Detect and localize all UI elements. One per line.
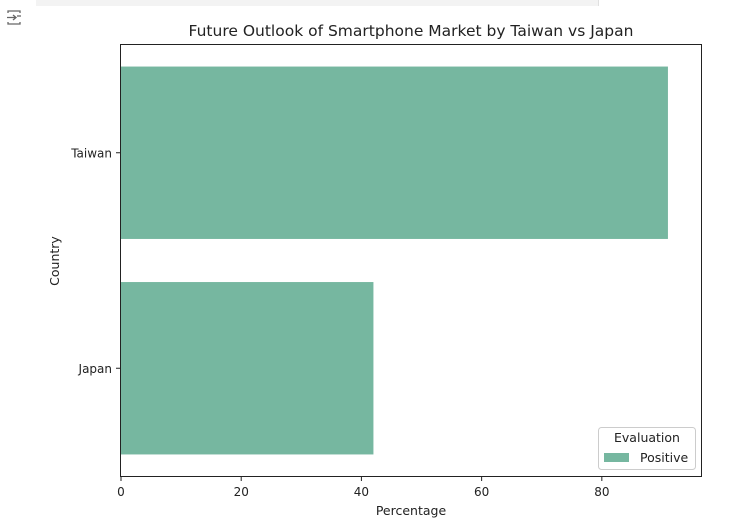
y-axis-label: Country (47, 236, 62, 286)
x-tick-label: 80 (594, 485, 609, 499)
y-tick-label: Japan (78, 362, 112, 376)
legend: Evaluation Positive (598, 427, 696, 470)
x-tick-label: 20 (234, 485, 249, 499)
x-tick-label: 0 (117, 485, 125, 499)
legend-title: Evaluation (614, 430, 680, 445)
cell-top-divider (598, 0, 599, 6)
output-expand-icon[interactable] (6, 10, 24, 32)
x-tick-label: 60 (474, 485, 489, 499)
x-tick-label: 40 (354, 485, 369, 499)
cell-top-strip (36, 0, 598, 6)
y-tick-label: Taiwan (70, 146, 112, 160)
legend-label-positive: Positive (640, 450, 688, 465)
x-axis-label: Percentage (376, 503, 447, 518)
plot-frame (120, 44, 702, 477)
bar-japan (121, 282, 374, 455)
legend-swatch-positive (604, 453, 629, 462)
chart-title: Future Outlook of Smartphone Market by T… (189, 22, 634, 40)
bar-taiwan (121, 66, 668, 239)
